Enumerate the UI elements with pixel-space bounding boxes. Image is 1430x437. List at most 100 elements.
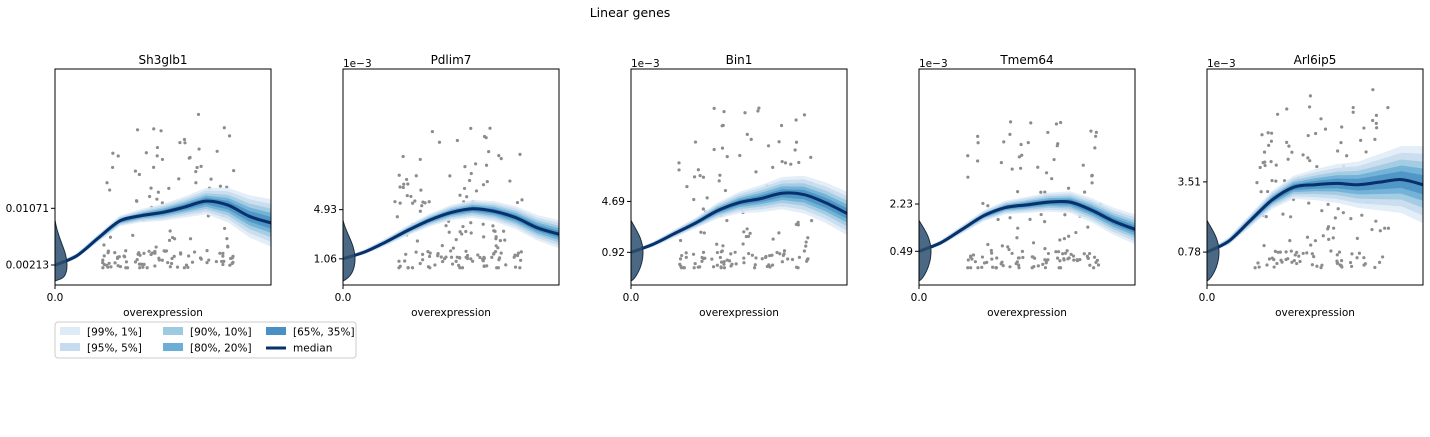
x-tick-label: 0.0 — [47, 292, 64, 304]
scatter-point — [430, 129, 434, 134]
scatter-point — [398, 264, 402, 268]
y-tick-label: 0.49 — [890, 246, 913, 258]
scatter-point — [113, 251, 117, 255]
scatter-point — [195, 165, 199, 170]
scatter-point — [1292, 259, 1296, 263]
scatter-point — [1069, 252, 1073, 256]
scatter-point — [1310, 263, 1314, 267]
scatter-point — [1016, 226, 1020, 230]
scatter-point — [1090, 181, 1094, 185]
scatter-point — [499, 251, 503, 255]
scatter-point — [966, 154, 970, 158]
x-tick-label: 0.0 — [335, 292, 352, 304]
scatter-point — [1315, 264, 1319, 268]
scatter-point — [222, 126, 226, 130]
scatter-point — [137, 172, 141, 177]
scatter-point — [113, 261, 117, 265]
scatter-point — [163, 249, 168, 253]
scatter-point — [406, 266, 410, 270]
scatter-point — [404, 177, 409, 182]
scatter-point — [1320, 209, 1324, 213]
axes-frame — [630, 68, 848, 286]
scatter-point — [513, 265, 518, 269]
scatter-point — [499, 157, 503, 161]
scatter-point — [149, 186, 153, 190]
scatter-point — [155, 154, 159, 158]
scatter-point — [966, 266, 970, 270]
scatter-point — [1086, 256, 1090, 260]
scatter-point — [196, 112, 201, 117]
scatter-point — [101, 266, 105, 270]
scatter-point — [771, 165, 775, 169]
scatter-point — [763, 255, 768, 260]
scatter-point — [136, 252, 140, 256]
scatter-point — [152, 165, 156, 169]
scatter-point — [1056, 250, 1061, 254]
subplot-pdlim7: Pdlim7 1e−3 1.06 4.93 0.0 overexpression — [314, 53, 560, 319]
scatter-point — [1269, 139, 1273, 143]
scatter-point — [786, 257, 790, 261]
median-line — [343, 207, 559, 261]
scatter-point — [177, 177, 181, 181]
scatter-point — [1090, 174, 1094, 178]
scatter-point — [439, 255, 443, 259]
quantile-band-4 — [631, 186, 847, 253]
scatter-point — [450, 262, 455, 266]
scatter-point — [1032, 264, 1036, 269]
scatter-point — [794, 265, 799, 269]
scatter-point — [218, 251, 222, 255]
scatter-point — [1269, 160, 1273, 164]
scatter-point — [809, 219, 814, 223]
scatter-point — [1377, 260, 1382, 264]
scatter-point — [1028, 217, 1032, 221]
scatter-point — [780, 260, 784, 264]
scatter-point — [415, 239, 420, 243]
density-violin — [1206, 219, 1220, 282]
scatter-point — [1263, 163, 1267, 168]
scatter-point — [169, 261, 174, 266]
scatter-point — [135, 199, 139, 203]
scatter-point — [199, 257, 203, 261]
y-tick-label: 3.51 — [1178, 176, 1201, 188]
scatter-point — [449, 249, 453, 253]
scatter-point — [777, 140, 781, 144]
scatter-point — [1020, 249, 1025, 253]
scatter-point — [1307, 201, 1311, 205]
legend-entry: [90%, 10%] — [163, 327, 252, 339]
scatter-point — [725, 218, 729, 223]
scatter-point — [436, 252, 440, 256]
scatter-point — [1043, 266, 1048, 270]
scatter-point — [420, 204, 424, 208]
scatter-point — [476, 253, 480, 257]
scatter-point — [481, 183, 486, 187]
scatter-point — [482, 256, 486, 260]
scatter-point — [469, 231, 473, 235]
scatter-point — [1046, 130, 1050, 135]
scatter-point — [186, 265, 190, 269]
scatter-point — [1285, 140, 1289, 144]
scatter-point — [1269, 131, 1274, 135]
scatter-point — [397, 259, 401, 263]
scatter-point — [1374, 113, 1378, 117]
scatter-point — [741, 242, 745, 246]
x-tick-label: 0.0 — [623, 292, 640, 304]
scatter-point — [199, 164, 203, 168]
scatter-point — [469, 221, 473, 225]
scatter-point — [1017, 256, 1021, 260]
scatter-point — [712, 147, 716, 152]
scatter-point — [131, 233, 135, 237]
scatter-point — [677, 161, 681, 165]
scatter-point — [153, 264, 157, 268]
scatter-point — [1063, 213, 1067, 217]
scatter-point — [1326, 202, 1330, 206]
scatter-point — [991, 265, 995, 269]
scatter-point — [722, 110, 726, 114]
scatter-point — [495, 266, 499, 270]
scatter-point — [1285, 107, 1289, 111]
scatter-point — [1093, 146, 1097, 150]
scatter-point — [1329, 249, 1333, 253]
scatter-point — [1006, 245, 1010, 249]
scatter-point — [497, 154, 501, 158]
quantile-band-4 — [343, 205, 559, 260]
scatter-point — [1088, 263, 1092, 267]
